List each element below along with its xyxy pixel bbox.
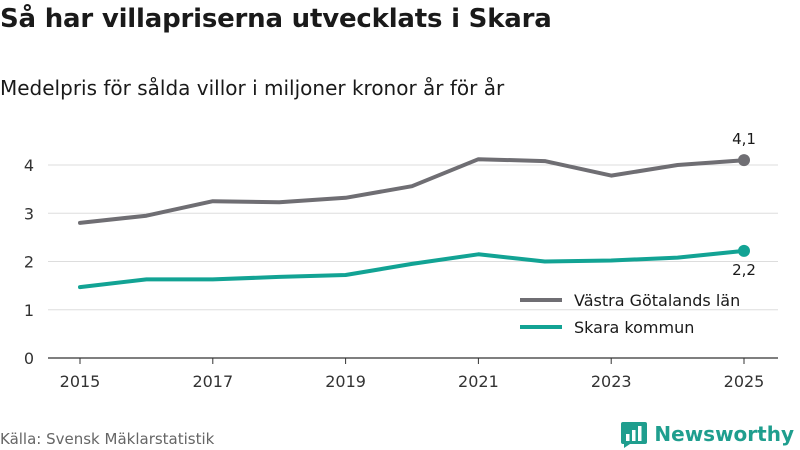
- y-tick-label: 3: [24, 204, 34, 223]
- series-vastra-gotaland-line: [78, 157, 746, 225]
- series-vastra-gotaland-end-label: 4,1: [732, 130, 756, 148]
- x-tick-label: 2017: [192, 372, 233, 391]
- legend: Västra Götalands län Skara kommun: [520, 291, 740, 337]
- x-tick-label: 2019: [325, 372, 366, 391]
- x-tick-label: 2015: [60, 372, 101, 391]
- y-tick-label: 0: [24, 349, 34, 368]
- chart-subtitle: Medelpris för sålda villor i miljoner kr…: [0, 76, 505, 100]
- source-note: Källa: Svensk Mäklarstatistik: [0, 430, 215, 448]
- brand-logo[interactable]: Newsworthy: [620, 420, 794, 448]
- series-skara-end-point: [738, 244, 750, 257]
- x-tick-label: 2021: [458, 372, 499, 391]
- y-tick-label: 2: [24, 253, 34, 272]
- series-skara-end-label: 2,2: [732, 261, 756, 279]
- y-tick-label: 1: [24, 301, 34, 320]
- y-tick-label: 4: [24, 156, 34, 175]
- x-tick-label: 2025: [724, 372, 765, 391]
- x-axis: 2015 2017 2019 2021 2023 2025: [60, 358, 765, 391]
- brand-name: Newsworthy: [654, 422, 794, 446]
- series-skara-line: [78, 248, 746, 290]
- series-vastra-gotaland-end-point: [738, 154, 750, 167]
- legend-label: Skara kommun: [574, 318, 694, 337]
- series-lines: [78, 154, 750, 290]
- data-labels: 4,1 2,2: [732, 130, 756, 279]
- chart-title: Så har villapriserna utvecklats i Skara: [0, 4, 552, 34]
- bar-chart-icon: [621, 422, 648, 448]
- legend-label: Västra Götalands län: [574, 291, 740, 310]
- x-tick-label: 2023: [591, 372, 632, 391]
- grid-lines: 0 1 2 3 4: [24, 156, 778, 368]
- line-chart: 0 1 2 3 4 2015 2017 2019 2021 2023 2025 4,1 2,2 Vä…: [24, 130, 778, 391]
